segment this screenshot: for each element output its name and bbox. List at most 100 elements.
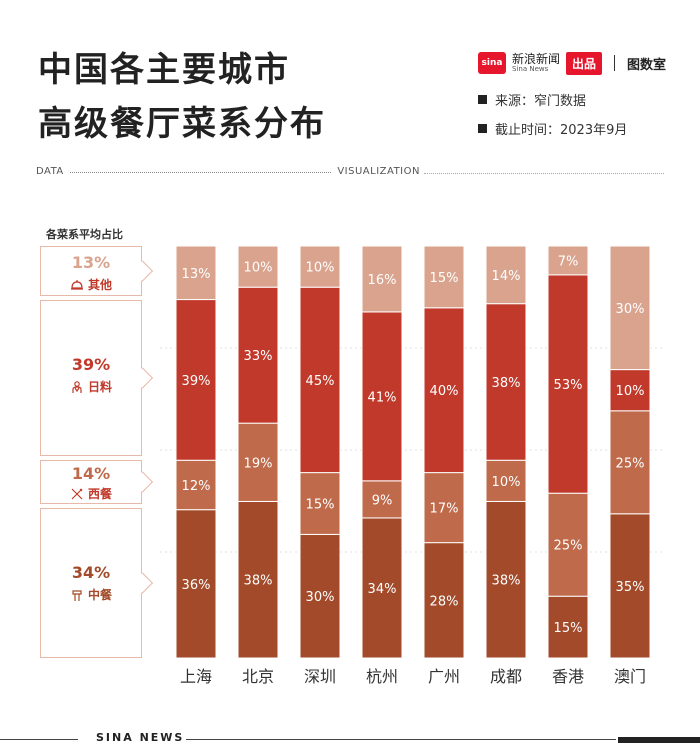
bar-segment [485,245,527,305]
source-line: 来源：窄门数据 [478,90,586,109]
data-label: 40% [430,384,459,399]
legend-label: 中餐 [41,586,141,603]
data-label: 15% [306,498,335,513]
sina-brand: 新浪新闻 Sina News [512,53,560,74]
legend-item-other: 13% 其他 [40,246,154,296]
data-label: 53% [554,378,583,393]
data-label: 38% [492,574,521,589]
category-label: 上海 [180,667,212,686]
data-label: 10% [492,475,521,490]
data-label: 36% [182,578,211,593]
legend-label: 日料 [41,378,141,395]
legend-pct: 34% [71,563,111,582]
bar-segment [423,307,465,474]
data-label: 15% [430,271,459,286]
footer: SINA NEWS [0,731,700,748]
legend-pct: 13% [71,253,111,272]
data-label: 41% [368,390,397,405]
bar-segment [175,459,217,511]
footer-rule-left [0,739,78,740]
bar-segment [175,509,217,659]
bar-segment [609,513,651,659]
category-label: 深圳 [304,667,336,686]
bar-segment [175,245,217,301]
data-label: 12% [182,479,211,494]
bar-segment [299,533,341,659]
brand-divider [614,55,616,71]
data-label: 16% [368,273,397,288]
data-label: 38% [492,376,521,391]
legend-label-text: 其他 [87,278,112,292]
bar-segment [361,245,403,313]
data-label: 30% [616,302,645,317]
bar-segment [299,286,341,474]
bar-segment [237,286,279,424]
data-label: 7% [558,254,579,269]
dotted-rule [69,172,332,173]
category-label: 香港 [552,667,584,686]
legend-title: 各菜系平均占比 [46,228,123,241]
legend-label-text: 西餐 [87,487,112,501]
footer-block [618,737,700,743]
data-label: 10% [244,261,273,276]
data-label: 13% [182,267,211,282]
data-label: 25% [616,456,645,471]
legend-item-western: 14% 西餐 [40,460,154,504]
cutoff-text: 截止时间：2023年9月 [495,123,628,138]
category-label: 成都 [490,667,522,686]
data-label: 10% [616,384,645,399]
bar-segment [237,245,279,288]
legend-label-text: 中餐 [87,588,112,602]
bar-segment [361,517,403,659]
chopsticks-icon [72,589,82,601]
data-label: 19% [244,456,273,471]
bar-segment [423,472,465,544]
section-right-label: VISUALIZATION [337,166,420,177]
source-text: 来源：窄门数据 [495,94,587,109]
sina-logo-icon: sina [478,52,506,74]
brand-bar: sina 新浪新闻 Sina News 出品 图数室 [478,50,666,76]
bar-segment [299,245,341,288]
bar-segment [237,500,279,659]
data-label: 30% [306,590,335,605]
bar-segment [609,369,651,412]
data-label: 39% [182,374,211,389]
footer-text: SINA NEWS [96,731,185,744]
bar-segment [609,245,651,371]
fork-knife-icon [71,488,83,499]
tushuo-logo: 图数室 [627,57,667,73]
bar-segment [547,245,589,276]
legend-pct: 39% [71,355,111,374]
legend-item-japanese: 39% 日料 [40,300,154,456]
category-label: 杭州 [366,667,398,686]
footer-rule-right [186,739,616,740]
data-label: 25% [554,539,583,554]
section-left-label: DATA [36,166,64,177]
legend-label: 西餐 [41,485,141,502]
bar-segment [547,274,589,494]
bullet-square-icon [478,124,487,133]
dotted-rule-right [424,173,664,174]
data-label: 33% [244,349,273,364]
section-divider: DATA VISUALIZATION [36,166,420,177]
legend-item-chinese: 34% 中餐 [40,508,154,658]
bar-segment [485,303,527,461]
legend-label: 其他 [41,276,141,293]
category-label: 澳门 [614,667,646,686]
data-label: 15% [554,621,583,636]
sushi-chef-icon [72,380,82,393]
bar-segment [423,542,465,659]
bar-segment [423,245,465,309]
data-label: 9% [372,493,393,508]
data-label: 45% [306,374,335,389]
legend-label-text: 日料 [87,380,112,394]
bullet-square-icon [478,95,487,104]
data-label: 35% [616,580,645,595]
bar-segment [485,459,527,502]
sina-brand-name: 新浪新闻 [512,51,561,66]
data-label: 14% [492,269,521,284]
page-title-line2: 高级餐厅菜系分布 [38,104,326,144]
bar-segment [547,595,589,659]
